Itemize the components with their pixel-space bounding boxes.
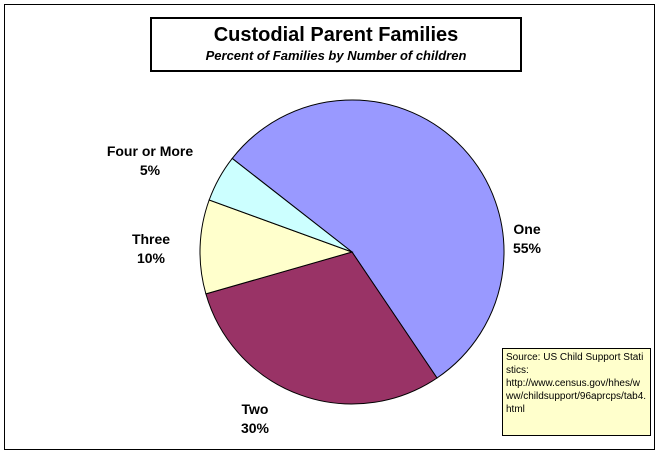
slice-label-one: One 55% bbox=[497, 220, 557, 258]
chart-subtitle: Percent of Families by Number of childre… bbox=[205, 48, 467, 63]
pie-slice-two bbox=[205, 251, 438, 405]
slice-value-four-or-more: 5% bbox=[139, 162, 161, 178]
chart-title: Custodial Parent Families bbox=[213, 24, 459, 46]
source-line-1: Source: US Child Support Statistics: bbox=[506, 352, 644, 376]
slice-name-one: One bbox=[513, 221, 541, 237]
slice-value-three: 10% bbox=[136, 250, 166, 266]
slice-value-two: 30% bbox=[240, 420, 270, 436]
pie-slice-three bbox=[199, 199, 354, 295]
source-line-2: http://www.census.gov/hhes/www/childsupp… bbox=[506, 378, 647, 415]
slice-name-three: Three bbox=[131, 231, 171, 247]
slice-value-one: 55% bbox=[512, 240, 542, 256]
slice-name-four-or-more: Four or More bbox=[106, 143, 194, 159]
pie-slice-four-or-more bbox=[208, 157, 353, 253]
slice-label-four-or-more: Four or More 5% bbox=[95, 142, 205, 180]
source-note: Source: US Child Support Statistics: htt… bbox=[502, 348, 651, 436]
slice-label-three: Three 10% bbox=[111, 230, 191, 268]
chart-title-box: Custodial Parent Families Percent of Fam… bbox=[150, 17, 522, 72]
pie-slice-one bbox=[231, 99, 505, 379]
slice-name-two: Two bbox=[241, 401, 269, 417]
slice-label-two: Two 30% bbox=[225, 400, 285, 438]
